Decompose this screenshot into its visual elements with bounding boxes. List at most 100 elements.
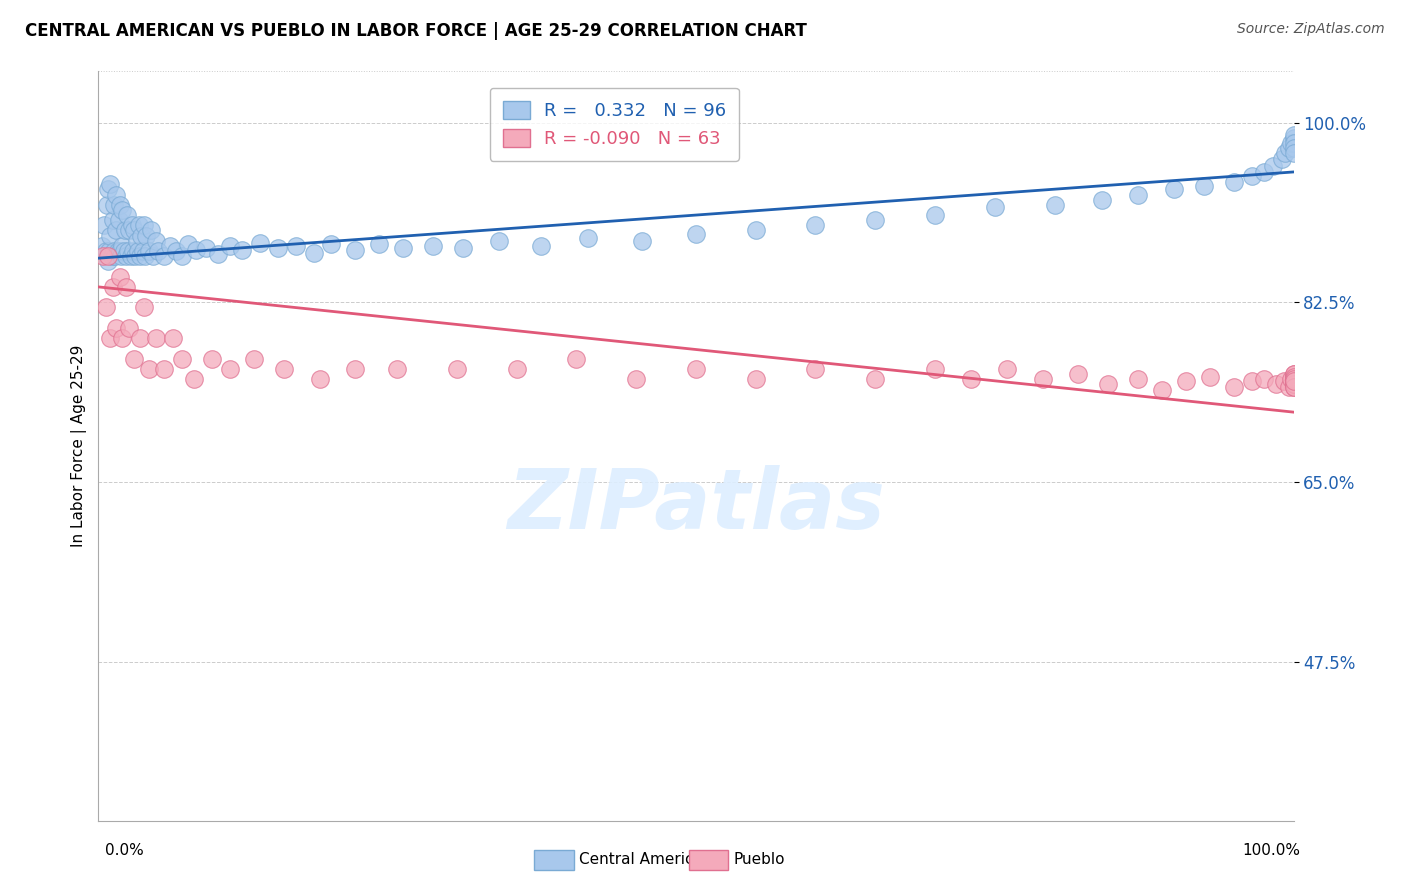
Point [1282,141,1305,155]
Point [1282,375,1305,389]
Point [1091,193,1114,207]
Point [1067,367,1090,381]
Point [530,239,553,253]
Point [148,244,170,258]
Point [138,362,160,376]
Point [118,223,141,237]
Point [1128,187,1150,202]
Point [1279,372,1302,386]
Point [1279,136,1302,151]
Point [153,249,176,263]
Point [344,243,367,257]
Point [984,200,1007,214]
Point [97,249,120,263]
Point [1253,372,1275,386]
Point [1282,367,1305,381]
Point [578,230,600,244]
Point [565,351,588,366]
Point [243,351,266,366]
Point [105,187,128,202]
Point [127,244,149,258]
Point [105,321,128,335]
Point [139,223,162,237]
Point [626,372,648,386]
Point [219,239,242,253]
Point [1282,131,1305,145]
Point [321,236,343,251]
Point [100,249,122,263]
Point [1272,375,1295,389]
Point [172,249,194,263]
Point [745,223,768,237]
Point [1282,146,1305,161]
Point [685,362,707,376]
Point [112,244,135,258]
Point [273,362,295,376]
Point [1278,141,1301,155]
Point [111,331,134,345]
Point [1199,370,1222,384]
Point [103,198,125,212]
Point [1282,372,1305,386]
Point [1223,175,1246,189]
Point [145,234,167,248]
Point [103,244,125,258]
Point [1240,169,1263,183]
Point [111,239,134,253]
Point [98,178,122,192]
Point [1240,375,1263,389]
Point [121,219,143,233]
Point [132,301,155,315]
Point [110,249,132,263]
Point [631,234,654,248]
Point [124,223,146,237]
Point [1223,380,1246,394]
Point [804,219,827,233]
Point [91,249,114,263]
Point [165,244,187,258]
Point [1282,136,1305,151]
Point [98,244,121,258]
Point [995,362,1018,376]
Point [1274,146,1296,161]
Text: 0.0%: 0.0% [105,843,145,858]
Point [1282,128,1305,142]
Point [117,244,139,258]
Point [804,362,827,376]
Point [302,246,325,260]
Point [115,208,138,222]
Point [1282,377,1305,392]
Point [94,244,117,258]
Point [134,249,156,263]
Point [745,372,768,386]
Point [960,372,983,386]
Point [108,269,131,284]
Point [267,241,290,255]
Point [186,243,208,257]
Point [129,249,152,263]
Text: Pueblo: Pueblo [734,853,786,867]
Point [446,362,468,376]
Point [98,331,122,345]
Text: ZIPatlas: ZIPatlas [508,466,884,547]
Point [368,236,391,251]
Point [1282,372,1305,386]
Text: 100.0%: 100.0% [1243,843,1301,858]
Point [122,244,145,258]
Point [177,236,200,251]
Point [1097,377,1119,392]
Point [96,198,118,212]
Point [124,351,146,366]
Point [451,241,474,255]
Point [195,241,218,255]
Point [118,321,141,335]
Point [201,351,224,366]
Point [1282,375,1305,389]
Point [392,241,415,255]
Text: Central Americans: Central Americans [579,853,721,867]
Point [138,244,160,258]
Point [125,234,148,248]
Point [101,280,124,294]
Point [1282,375,1305,389]
Point [284,239,307,253]
